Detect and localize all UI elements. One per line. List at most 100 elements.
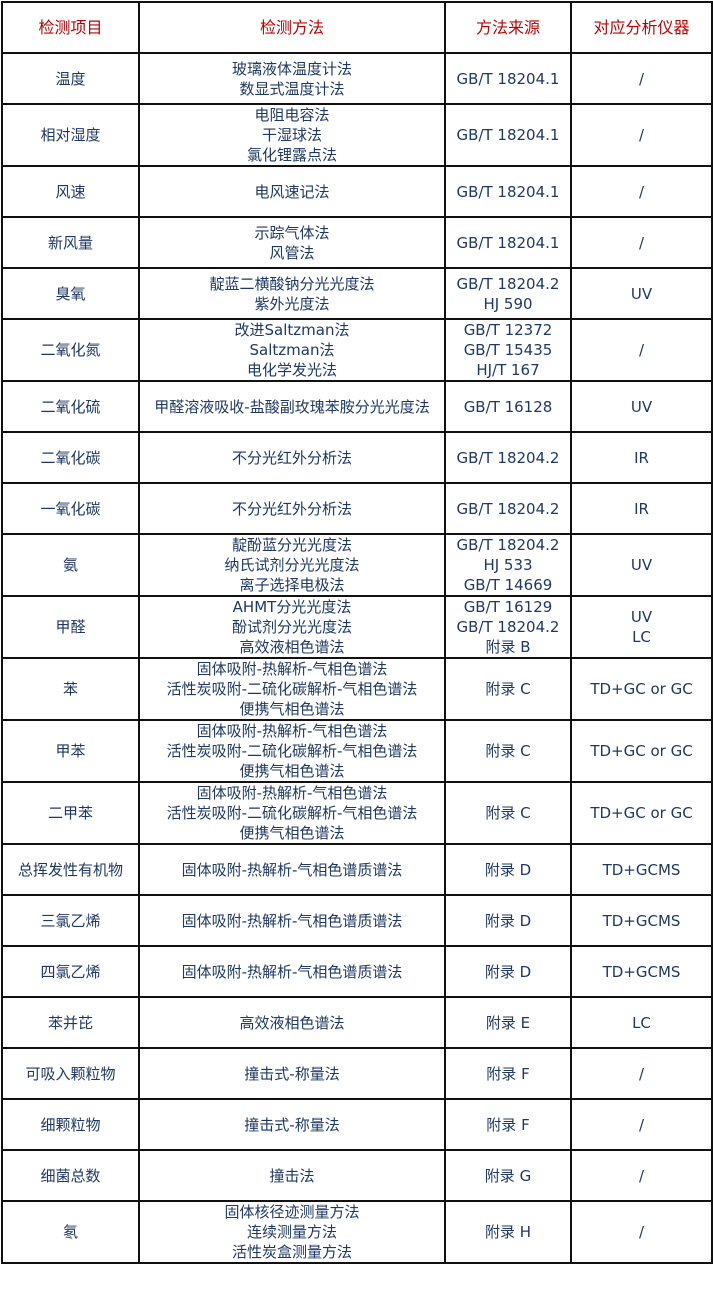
cell-source: 附录 C [444,781,572,845]
cell-source: 附录 G [444,1149,572,1202]
cell-method: 撞击法 [138,1149,446,1202]
cell-source: GB/T 16128 [444,380,572,433]
cell-method: 固体吸附-热解析-气相色谱质谱法 [138,843,446,896]
cell-method: 靛酚蓝分光光度法 纳氏试剂分光光度法 离子选择电极法 [138,533,446,597]
cell-source: GB/T 16129 GB/T 18204.2 附录 B [444,595,572,659]
table-row: 苯并芘 高效液相色谱法 附录 E LC [1,996,713,1049]
cell-method: 固体吸附-热解析-气相色谱质谱法 [138,945,446,998]
cell-instrument: TD+GC or GC [570,657,713,721]
cell-instrument: / [570,1149,713,1202]
cell-item: 苯并芘 [1,996,140,1049]
table-row: 二氧化氮 改进Saltzman法 Saltzman法 电化学发光法 GB/T 123… [1,318,713,382]
cell-source: 附录 F [444,1047,572,1100]
cell-source: GB/T 12372 GB/T 15435 HJ/T 167 [444,318,572,382]
cell-method: 撞击式-称量法 [138,1098,446,1151]
cell-instrument: UV [570,533,713,597]
cell-method: 玻璃液体温度计法 数显式温度计法 [138,52,446,105]
cell-method: 不分光红外分析法 [138,482,446,535]
cell-method: 固体吸附-热解析-气相色谱法 活性炭吸附-二硫化碳解析-气相色谱法 便携气相色谱… [138,719,446,783]
cell-source: 附录 H [444,1200,572,1264]
cell-source: GB/T 18204.1 [444,103,572,167]
table-row: 三氯乙烯 固体吸附-热解析-气相色谱质谱法 附录 D TD+GCMS [1,894,713,947]
cell-item: 二氧化硫 [1,380,140,433]
cell-item: 细菌总数 [1,1149,140,1202]
table-row: 新风量 示踪气体法 风管法 GB/T 18204.1/ [1,216,713,269]
table-row: 甲醛 AHMT分光光度法 酚试剂分光光度法 高效液相色谱法 GB/T 16129 G… [1,595,713,659]
cell-item: 二甲苯 [1,781,140,845]
cell-item: 甲苯 [1,719,140,783]
cell-source: GB/T 18204.2 HJ 590 [444,267,572,320]
cell-source: GB/T 18204.2 [444,431,572,484]
cell-source: 附录 F [444,1098,572,1151]
cell-method: 改进Saltzman法 Saltzman法 电化学发光法 [138,318,446,382]
cell-item: 风速 [1,165,140,218]
table-header-row: 检测项目 检测方法 方法来源 对应分析仪器 [1,1,713,54]
table-row: 二氧化硫 甲醛溶液吸收-盐酸副玫瑰苯胺分光光度法 GB/T 16128 UV [1,380,713,433]
table-row: 风速 电风速记法 GB/T 18204.1/ [1,165,713,218]
cell-item: 氡 [1,1200,140,1264]
cell-source: GB/T 18204.1 [444,216,572,269]
table-row: 一氧化碳 不分光红外分析法 GB/T 18204.2 IR [1,482,713,535]
cell-method: 固体核径迹测量方法 连续测量方法 活性炭盒测量方法 [138,1200,446,1264]
cell-item: 甲醛 [1,595,140,659]
cell-instrument: TD+GC or GC [570,719,713,783]
cell-item: 三氯乙烯 [1,894,140,947]
table-row: 细菌总数 撞击法 附录 G / [1,1149,713,1202]
cell-item: 氨 [1,533,140,597]
cell-instrument: TD+GC or GC [570,781,713,845]
cell-method: 电阻电容法 干湿球法 氯化锂露点法 [138,103,446,167]
cell-instrument: UV [570,267,713,320]
cell-instrument: UV LC [570,595,713,659]
cell-item: 温度 [1,52,140,105]
cell-source: 附录 C [444,657,572,721]
table-row: 二甲苯 固体吸附-热解析-气相色谱法 活性炭吸附-二硫化碳解析-气相色谱法 便携气… [1,781,713,845]
cell-instrument: / [570,318,713,382]
table-row: 可吸入颗粒物 撞击式-称量法 附录 F / [1,1047,713,1100]
cell-source: 附录 D [444,894,572,947]
table-row: 四氯乙烯 固体吸附-热解析-气相色谱质谱法 附录 D TD+GCMS [1,945,713,998]
table-row: 二氧化碳 不分光红外分析法 GB/T 18204.2 IR [1,431,713,484]
table-row: 氡固体核径迹测量方法 连续测量方法 活性炭盒测量方法 附录 H / [1,1200,713,1264]
column-header-method: 检测方法 [138,1,446,54]
cell-instrument: / [570,165,713,218]
cell-source: 附录 D [444,843,572,896]
cell-item: 可吸入颗粒物 [1,1047,140,1100]
cell-instrument: LC [570,996,713,1049]
cell-item: 二氧化碳 [1,431,140,484]
table-row: 总挥发性有机物 固体吸附-热解析-气相色谱质谱法 附录 D TD+GCMS [1,843,713,896]
cell-method: 甲醛溶液吸收-盐酸副玫瑰苯胺分光光度法 [138,380,446,433]
cell-method: 高效液相色谱法 [138,996,446,1049]
cell-instrument: TD+GCMS [570,945,713,998]
cell-instrument: UV [570,380,713,433]
cell-method: 固体吸附-热解析-气相色谱质谱法 [138,894,446,947]
cell-item: 总挥发性有机物 [1,843,140,896]
cell-source: GB/T 18204.2 [444,482,572,535]
table-row: 苯固体吸附-热解析-气相色谱法 活性炭吸附-二硫化碳解析-气相色谱法 便携气相色… [1,657,713,721]
cell-item: 新风量 [1,216,140,269]
cell-item: 苯 [1,657,140,721]
cell-instrument: / [570,52,713,105]
cell-instrument: / [570,1098,713,1151]
table-row: 相对湿度 电阻电容法 干湿球法 氯化锂露点法 GB/T 18204.1/ [1,103,713,167]
detection-methods-table: 检测项目 检测方法 方法来源 对应分析仪器 温度 玻璃液体温度计法 数显式温度计法 GB/… [1,1,713,1264]
cell-instrument: / [570,103,713,167]
cell-method: 不分光红外分析法 [138,431,446,484]
cell-source: 附录 D [444,945,572,998]
cell-method: 固体吸附-热解析-气相色谱法 活性炭吸附-二硫化碳解析-气相色谱法 便携气相色谱… [138,781,446,845]
table-row: 氨靛酚蓝分光光度法 纳氏试剂分光光度法 离子选择电极法 GB/T 18204.2 … [1,533,713,597]
cell-instrument: / [570,1047,713,1100]
cell-method: 靛蓝二横酸钠分光光度法 紫外光度法 [138,267,446,320]
cell-source: 附录 E [444,996,572,1049]
column-header-source: 方法来源 [444,1,572,54]
cell-method: 电风速记法 [138,165,446,218]
cell-source: GB/T 18204.1 [444,52,572,105]
cell-instrument: / [570,1200,713,1264]
cell-instrument: IR [570,482,713,535]
cell-source: GB/T 18204.1 [444,165,572,218]
cell-source: GB/T 18204.2 HJ 533 GB/T 14669 [444,533,572,597]
cell-item: 细颗粒物 [1,1098,140,1151]
cell-item: 臭氧 [1,267,140,320]
cell-item: 四氯乙烯 [1,945,140,998]
column-header-item: 检测项目 [1,1,140,54]
cell-instrument: TD+GCMS [570,894,713,947]
